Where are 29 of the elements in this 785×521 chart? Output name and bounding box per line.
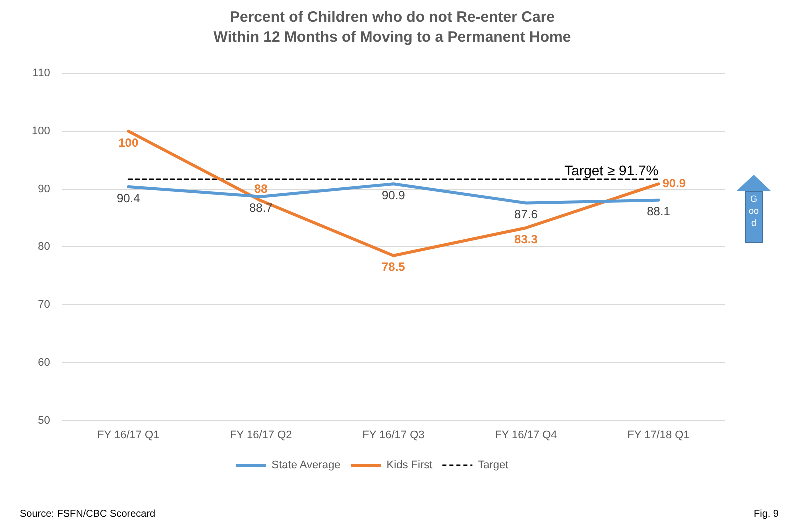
- y-tick-label: 70: [38, 299, 50, 312]
- y-tick-label: 90: [38, 183, 50, 196]
- legend-label: Kids First: [386, 460, 433, 472]
- x-tick-label: FY 16/17 Q1: [98, 429, 160, 442]
- data-label: 78.5: [382, 260, 406, 274]
- caption: Fig. 9: [754, 508, 780, 520]
- data-label: 87.6: [514, 208, 538, 222]
- x-tick-label: FY 17/18 Q1: [628, 429, 690, 442]
- data-label: 88.1: [647, 204, 671, 219]
- y-tick-label: 50: [38, 414, 50, 427]
- y-tick-label: 110: [32, 68, 50, 80]
- x-tick-label: FY 16/17 Q2: [230, 429, 292, 442]
- x-tick-label: FY 16/17 Q3: [362, 429, 425, 442]
- data-label: 88.7: [249, 201, 274, 216]
- y-tick-label: 80: [38, 241, 50, 254]
- data-label: 88: [254, 182, 268, 196]
- data-label: 100: [118, 136, 139, 150]
- y-tick-label: 60: [38, 356, 50, 369]
- source-note: Source: FSFN/CBC Scorecard: [20, 508, 156, 520]
- annotation: Target ≥ 91.7%: [564, 162, 659, 178]
- legend-label: Target: [478, 460, 509, 472]
- data-label: 83.3: [514, 232, 538, 246]
- chart-title: Percent of Children who do not Re-enter Care Within 12 Months of Moving to a Permanent Home: [212, 8, 572, 48]
- x-tick-label: FY 16/17 Q4: [495, 429, 558, 442]
- data-label: 90.4: [116, 191, 141, 206]
- data-label: 90.9: [382, 188, 406, 202]
- data-label: 90.9: [662, 176, 686, 190]
- y-tick-label: 100: [32, 126, 50, 138]
- legend-label: State Average: [272, 460, 341, 472]
